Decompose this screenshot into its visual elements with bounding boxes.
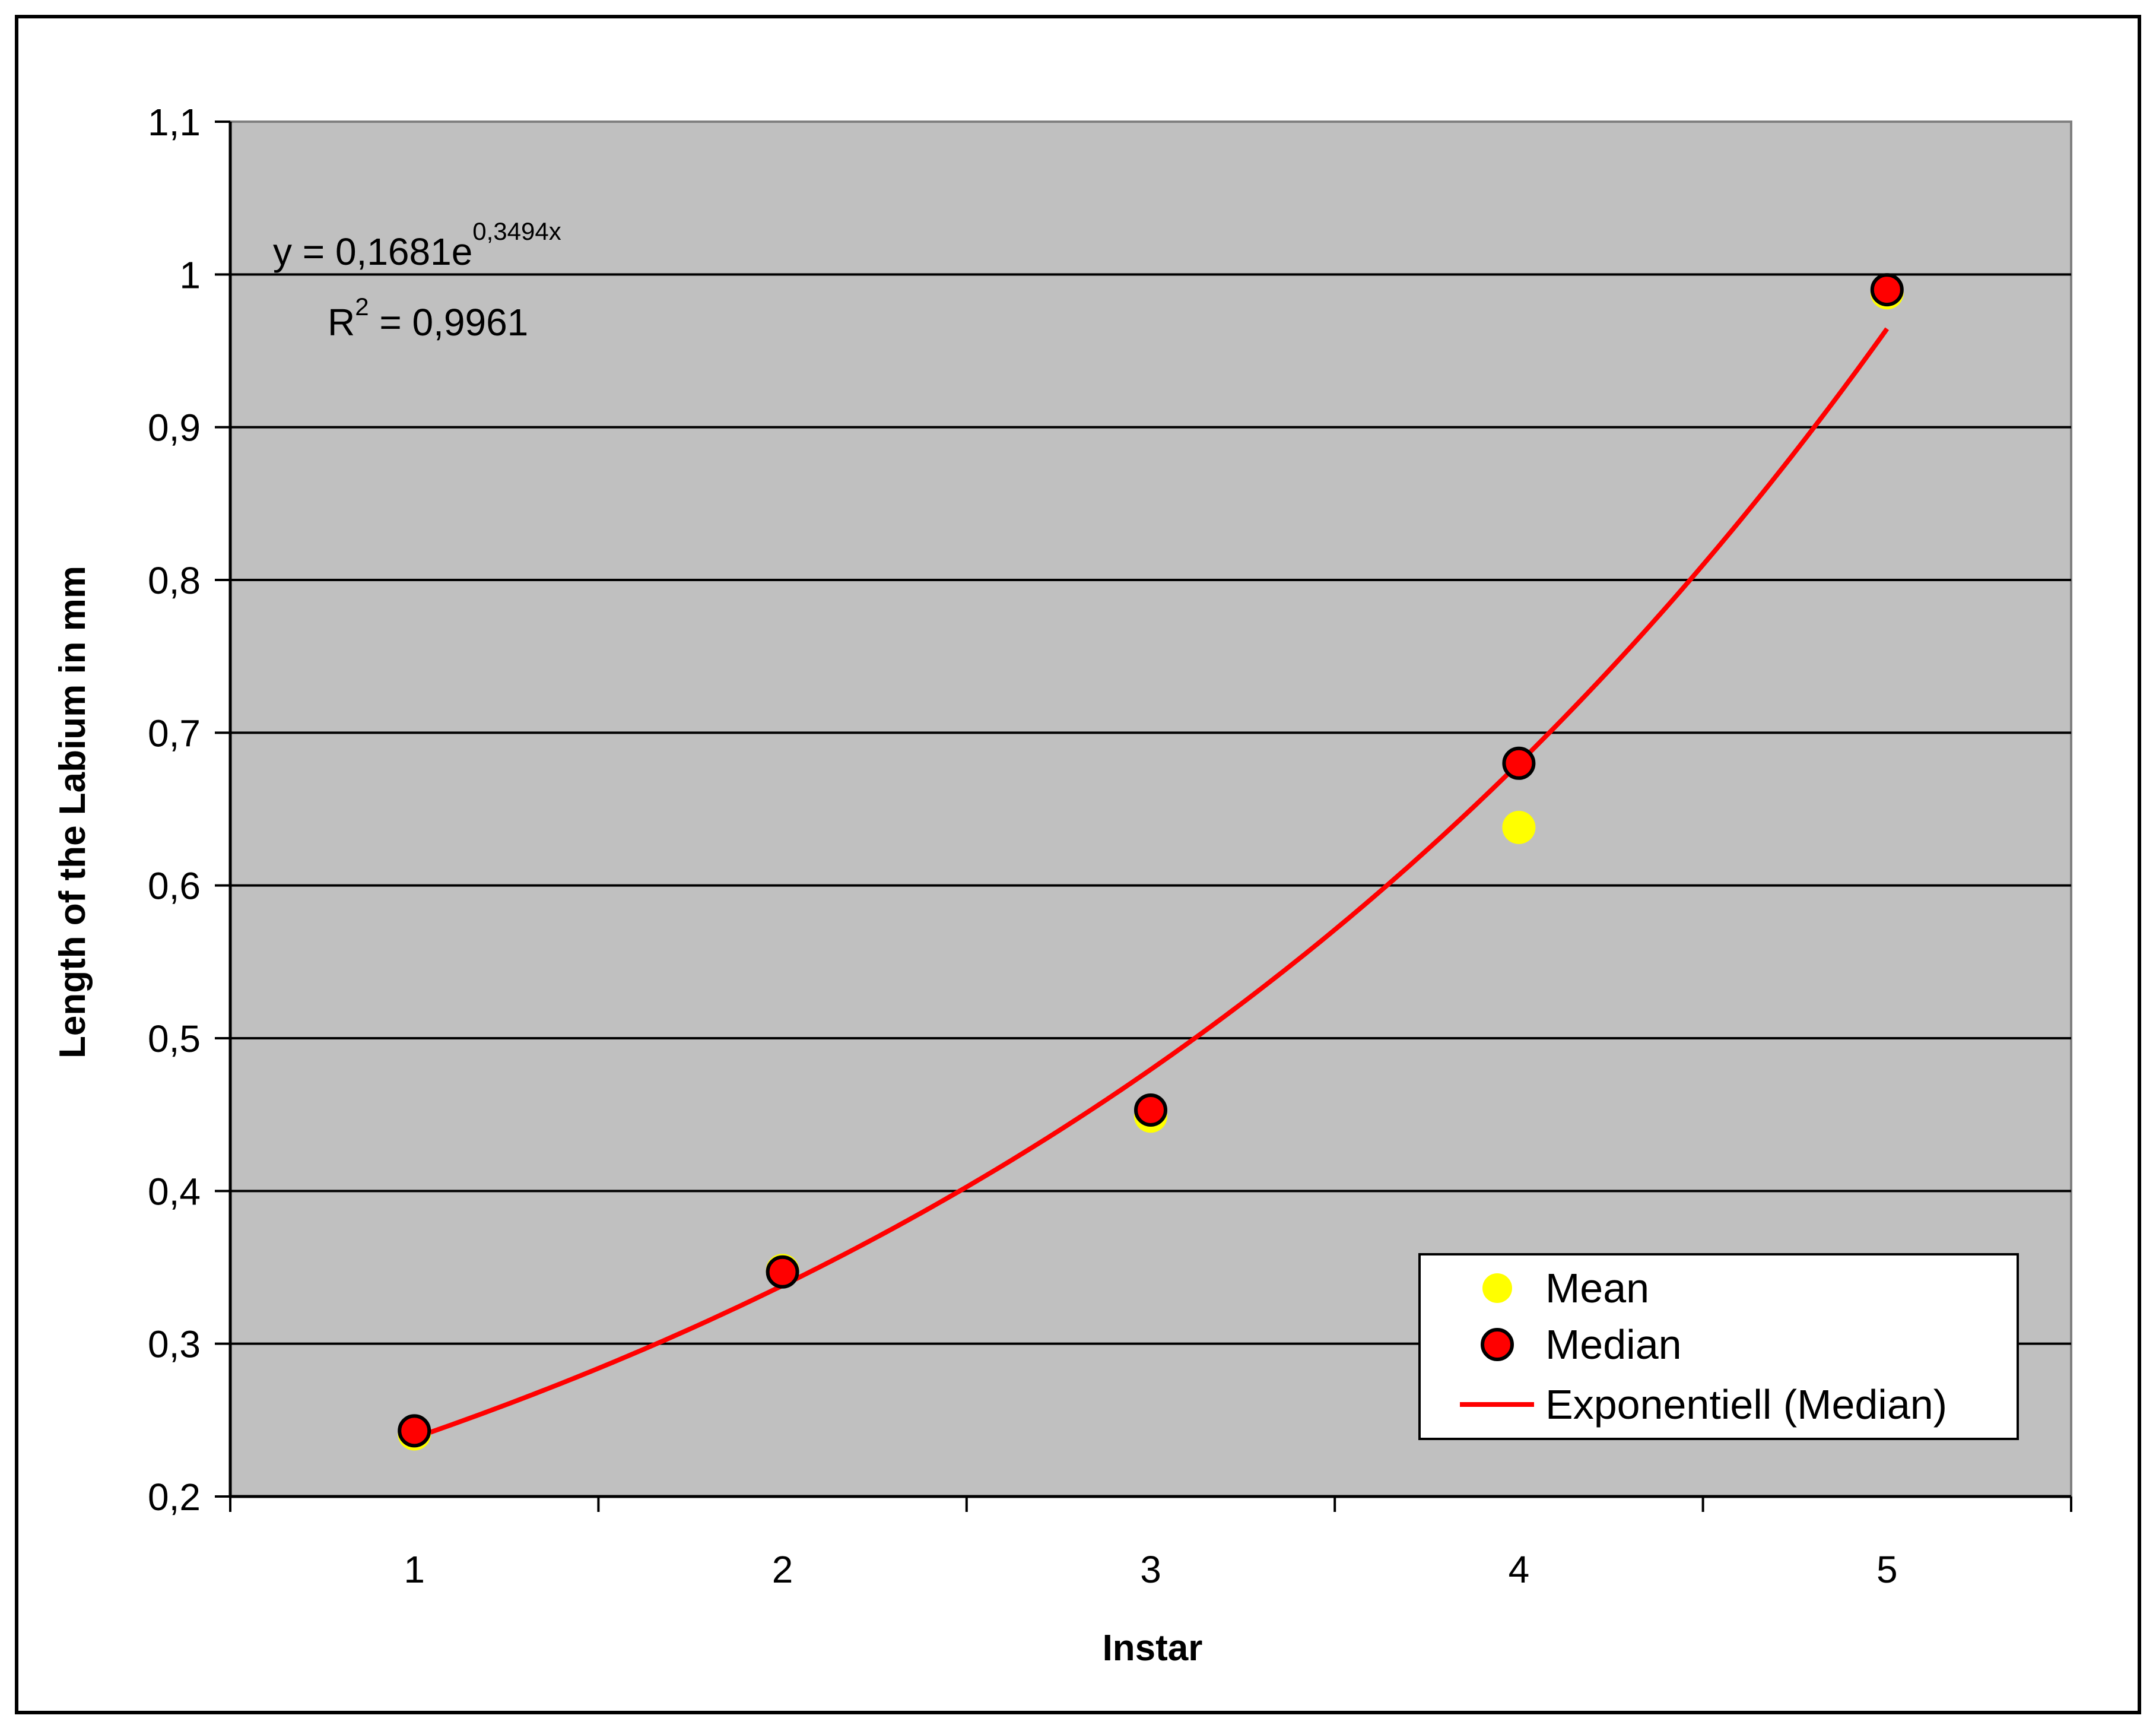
- equation-exponent: 0,3494x: [472, 217, 561, 245]
- legend-trendline-label: Exponentiell (Median): [1545, 1381, 1947, 1428]
- r2-value: = 0,9961: [369, 301, 529, 344]
- r2-superscript: 2: [355, 293, 369, 321]
- y-tick-label: 1,1: [148, 101, 201, 144]
- x-tick-label: 4: [1509, 1548, 1530, 1591]
- trendline-r-squared: R2 = 0,9961: [328, 293, 528, 344]
- y-tick-label: 0,4: [148, 1170, 201, 1213]
- y-tick-label: 0,3: [148, 1323, 201, 1366]
- mean-point: [1502, 810, 1536, 844]
- equation-base: y = 0,1681e: [273, 230, 472, 273]
- trendline-layer: [413, 327, 1890, 1440]
- y-tick-label: 0,2: [148, 1476, 201, 1518]
- median-point: [1502, 746, 1536, 780]
- x-tick-label: 1: [404, 1548, 425, 1591]
- median-point: [1870, 273, 1904, 307]
- y-tick-label: 0,9: [148, 407, 201, 449]
- x-tick-label: 2: [772, 1548, 793, 1591]
- gridlines: [230, 273, 2071, 1345]
- y-tick-label: 1: [179, 253, 201, 296]
- points-layer: [398, 273, 1904, 1451]
- trendline-equation: y = 0,1681e0,3494x: [273, 217, 561, 273]
- x-tick-label: 5: [1876, 1548, 1898, 1591]
- axes: [215, 121, 2072, 1512]
- median-point: [398, 1414, 431, 1448]
- y-tick-label: 0,7: [148, 712, 201, 754]
- legend: Mean Median Exponentiell (Median): [1418, 1253, 2019, 1440]
- median-point: [766, 1255, 799, 1289]
- r2-base: R: [328, 301, 355, 344]
- legend-median-marker: [1481, 1328, 1514, 1361]
- y-axis-title: Length of the Labium in mm: [52, 566, 93, 1058]
- y-tick-label: 0,5: [148, 1017, 201, 1060]
- tick-labels: 0,2 0,3 0,4 0,5 0,6 0,7 0,8 0,9 1 1,1 1 2 3 4 5: [148, 101, 1898, 1591]
- legend-median-label: Median: [1545, 1321, 1682, 1368]
- y-tick-label: 0,8: [148, 559, 201, 602]
- y-tick-label: 0,6: [148, 865, 201, 908]
- x-axis-title: Instar: [1103, 1628, 1203, 1669]
- legend-mean-marker: [1482, 1273, 1512, 1303]
- median-point: [1134, 1093, 1167, 1127]
- x-tick-label: 3: [1140, 1548, 1161, 1591]
- trendline-exponential: [413, 327, 1890, 1440]
- legend-box: [1418, 1253, 2019, 1440]
- legend-mean-label: Mean: [1545, 1265, 1649, 1311]
